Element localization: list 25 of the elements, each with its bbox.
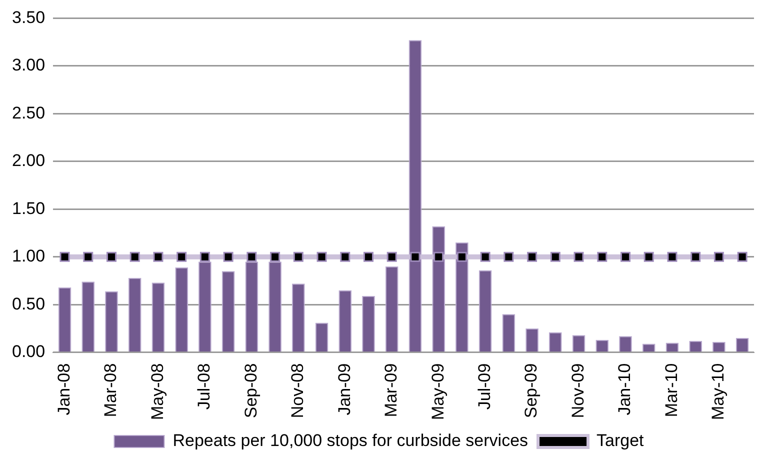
y-tick-label: 0.50: [12, 294, 46, 314]
y-tick-label: 3.50: [12, 8, 46, 27]
x-tick-label: Sep-09: [522, 363, 541, 418]
x-tick-label: Nov-08: [288, 363, 308, 418]
x-tick-label: Mar-10: [662, 363, 681, 418]
legend-label: Repeats per 10,000 stops for curbside services: [172, 431, 528, 450]
y-tick-label: 1.00: [12, 246, 46, 266]
y-tick-label: 3.00: [12, 56, 46, 75]
x-tick-label: May-08: [148, 363, 167, 420]
x-tick-label: Nov-09: [568, 363, 588, 418]
x-tick-label: Jan-08: [54, 363, 74, 416]
x-tick-label: May-09: [428, 363, 448, 420]
x-tick-label: Mar-08: [101, 363, 120, 418]
y-tick-label: 2.00: [12, 151, 46, 170]
legend-label: Target: [596, 431, 644, 450]
y-tick-label: 0.00: [12, 342, 46, 361]
x-tick-label: Mar-09: [382, 363, 401, 418]
x-tick-label: Jan-10: [615, 363, 634, 416]
x-tick-label: Jan-09: [334, 363, 354, 416]
y-tick-label: 2.50: [12, 103, 46, 122]
x-tick-label: Sep-08: [241, 363, 260, 418]
x-tick-label: Jul-08: [194, 363, 214, 410]
x-tick-label: Jul-09: [475, 363, 494, 410]
x-tick-label: May-10: [708, 363, 728, 420]
y-tick-label: 1.50: [12, 198, 46, 218]
